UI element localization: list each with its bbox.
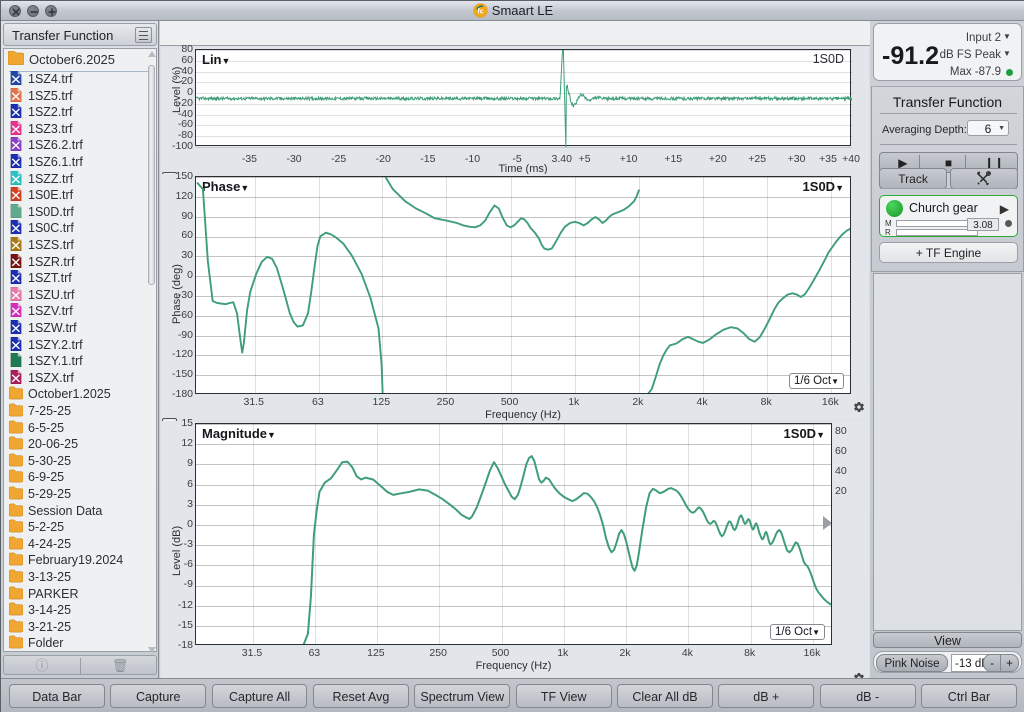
svg-text:fc: fc: [477, 8, 483, 15]
